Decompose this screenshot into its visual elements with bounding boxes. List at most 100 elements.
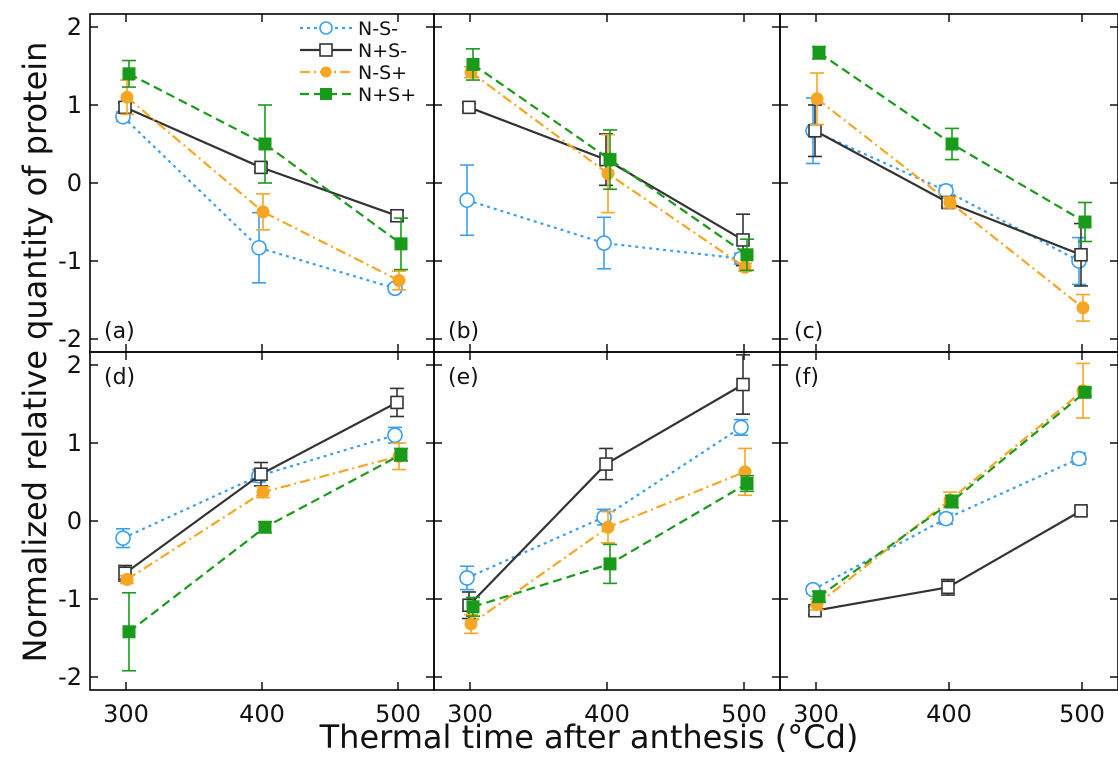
data-point <box>459 570 475 586</box>
data-point <box>1074 504 1088 518</box>
data-point <box>812 46 826 60</box>
data-point <box>251 239 267 256</box>
data-point <box>938 510 954 527</box>
data-point <box>115 530 131 546</box>
data-point <box>1076 301 1090 315</box>
data-point <box>464 617 478 631</box>
x-tick-label: 500 <box>721 700 767 728</box>
data-point <box>740 477 754 491</box>
panel-d: -2 -1 0 1 2 300 400 500 (d) <box>58 351 435 728</box>
data-point <box>122 625 136 639</box>
x-tick-label: 500 <box>1059 700 1105 728</box>
data-point <box>603 153 617 167</box>
series-line-N-S- <box>812 457 1080 591</box>
legend-label: N-S+ <box>358 62 407 84</box>
series-line-N-S+ <box>470 71 746 269</box>
data-point <box>810 92 824 106</box>
y-tick-label: 0 <box>67 507 82 535</box>
y-tick-label: 1 <box>67 91 82 119</box>
y-tick-label: 2 <box>67 351 82 379</box>
data-point <box>1078 215 1092 229</box>
y-axis-title: Normalized relative quantity of protein <box>16 42 54 663</box>
x-tick-label: 400 <box>239 700 285 728</box>
data-point <box>120 90 134 104</box>
data-point <box>394 448 408 462</box>
panel-e: 300 400 500 (e) <box>433 351 781 728</box>
panel-label: (b) <box>448 319 479 344</box>
data-point <box>120 573 134 586</box>
data-point <box>254 467 268 482</box>
x-tick-label: 300 <box>447 700 493 728</box>
data-point <box>601 520 615 534</box>
panel-label: (d) <box>104 365 135 390</box>
series-line-N+S- <box>468 383 744 607</box>
data-point <box>122 67 136 81</box>
legend: N-S-N+S-N-S+N+S+ <box>300 18 416 106</box>
panels: -2 -1 0 1 2 (a) N-S-N+S-N-S+N+S+ (b) (c) -2 -1 0 1 2 3… <box>58 13 1118 728</box>
panel-label: (c) <box>794 319 823 344</box>
data-point <box>254 160 268 175</box>
data-point <box>603 557 617 571</box>
legend-label: N+S+ <box>358 84 416 106</box>
data-point <box>459 192 475 208</box>
panel-label: (f) <box>794 365 819 390</box>
legend-label: N-S- <box>358 18 398 40</box>
y-tick-label: -1 <box>58 585 82 613</box>
data-point <box>394 237 408 251</box>
legend-marker <box>319 21 333 35</box>
data-point <box>945 137 959 151</box>
panel-c: (c) <box>779 13 1118 353</box>
data-point <box>256 485 270 499</box>
series-line-N-S- <box>466 426 742 579</box>
data-point <box>945 495 959 508</box>
data-point <box>1078 385 1092 399</box>
legend-marker <box>320 66 332 78</box>
data-point <box>736 377 750 392</box>
data-point <box>1071 450 1087 467</box>
panel-f: 300 400 500 (f) <box>779 351 1118 728</box>
x-axis-title: Thermal time after anthesis (°Cd) <box>319 718 859 756</box>
x-tick-label: 300 <box>103 700 149 728</box>
data-point <box>943 196 957 209</box>
data-point <box>466 600 480 614</box>
y-tick-label: 2 <box>67 13 82 41</box>
legend-label: N+S- <box>358 40 407 62</box>
panel-label: (a) <box>104 319 135 344</box>
data-point <box>258 137 272 151</box>
data-point <box>808 123 822 138</box>
y-tick-label: -2 <box>58 663 82 691</box>
data-point <box>390 395 404 410</box>
data-point <box>258 520 272 534</box>
data-point <box>596 235 612 251</box>
data-point <box>941 580 955 595</box>
data-point <box>599 457 613 471</box>
y-tick-label: 0 <box>67 169 82 197</box>
y-tick-label: 1 <box>67 429 82 457</box>
panel-b: (b) <box>433 13 781 353</box>
data-point <box>256 205 270 219</box>
data-point <box>387 427 403 444</box>
data-point <box>466 57 480 71</box>
panel-label: (e) <box>448 365 479 390</box>
data-point <box>1074 247 1088 262</box>
y-tick-label: -1 <box>58 247 82 275</box>
legend-marker <box>320 88 332 100</box>
data-point <box>392 274 406 287</box>
y-tick-label: -2 <box>58 325 82 353</box>
series-line-N-S+ <box>470 470 746 625</box>
data-point <box>938 183 954 199</box>
data-point <box>738 260 752 274</box>
data-point <box>812 590 826 604</box>
x-tick-label: 400 <box>584 700 630 728</box>
x-tick-label: 400 <box>926 700 972 728</box>
data-point <box>740 248 754 262</box>
data-point <box>733 419 749 436</box>
panel-frame <box>433 13 781 353</box>
x-tick-label: 500 <box>375 700 421 728</box>
panel-frame <box>779 13 1118 353</box>
x-tick-label: 300 <box>793 700 839 728</box>
data-point <box>601 167 615 181</box>
data-point <box>462 100 476 115</box>
legend-marker <box>319 43 333 57</box>
panel-a: -2 -1 0 1 2 (a) N-S-N+S-N-S+N+S+ <box>58 13 435 353</box>
